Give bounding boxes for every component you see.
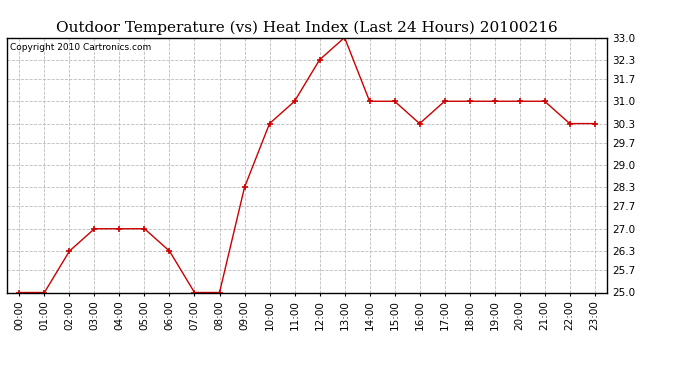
Title: Outdoor Temperature (vs) Heat Index (Last 24 Hours) 20100216: Outdoor Temperature (vs) Heat Index (Las… [56,21,558,35]
Text: Copyright 2010 Cartronics.com: Copyright 2010 Cartronics.com [10,43,151,52]
